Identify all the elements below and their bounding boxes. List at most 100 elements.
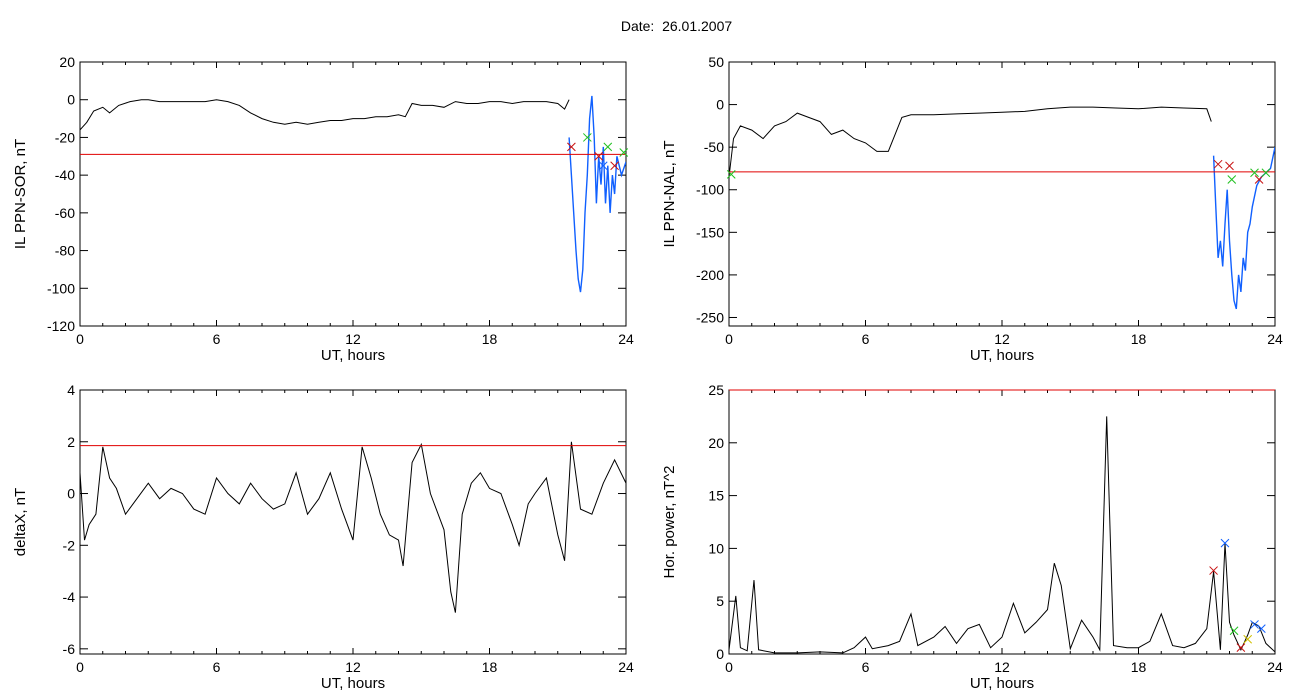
x-tick-label: 24 <box>618 659 634 675</box>
x-tick-label: 0 <box>76 659 84 675</box>
x-tick-label: 12 <box>994 331 1010 347</box>
y-axis-title: deltaX, nT <box>12 488 29 556</box>
page-title: Date: 26.01.2007 <box>620 18 733 34</box>
marker-stroke <box>598 161 608 171</box>
x-tick-label: 12 <box>345 331 361 347</box>
y-axis-title: Hor. power, nT^2 <box>661 466 678 579</box>
y-tick-label: 5 <box>716 593 724 609</box>
x-tick-label: 12 <box>345 659 361 675</box>
chart-panel-4: 0 6 12 18 24 0 5 10 15 20 25 UT, hours Hor. power, n… <box>661 382 1283 692</box>
marker-stroke <box>567 142 576 152</box>
marker-stroke <box>1243 634 1253 644</box>
y-tick-label: -60 <box>55 205 75 221</box>
series-line <box>80 99 570 131</box>
y-tick-label: -150 <box>696 224 724 240</box>
x-tick-label: 6 <box>862 659 870 675</box>
event-marker <box>603 142 613 152</box>
y-tick-label: -80 <box>55 243 75 259</box>
event-marker <box>598 161 608 171</box>
chart-panel-2: 0 6 12 18 24 -250 -200 -150 -100 -50 0 50 UT, hours I… <box>661 54 1283 364</box>
event-marker <box>726 170 736 179</box>
y-tick-label: -200 <box>696 267 724 283</box>
y-tick-label: 0 <box>67 486 75 502</box>
y-tick-label: 0 <box>67 92 75 108</box>
y-tick-label: -6 <box>63 641 76 657</box>
marker-stroke <box>1220 538 1230 548</box>
plot-frame <box>728 61 1276 327</box>
y-tick-label: -250 <box>696 309 724 325</box>
event-marker <box>1229 626 1239 636</box>
x-tick-label: 24 <box>1267 331 1283 347</box>
marker-stroke <box>610 161 619 171</box>
marker-stroke <box>603 142 613 152</box>
y-tick-label: -40 <box>55 167 75 183</box>
y-tick-label: -4 <box>63 589 76 605</box>
y-tick-label: 20 <box>708 435 724 451</box>
y-tick-label: -2 <box>63 537 76 553</box>
event-marker <box>610 161 619 171</box>
event-marker <box>582 133 592 142</box>
event-marker <box>1225 161 1234 171</box>
x-axis-title: UT, hours <box>321 347 385 364</box>
x-tick-label: 0 <box>725 659 733 675</box>
event-marker <box>1209 566 1218 575</box>
marker-stroke <box>1227 175 1237 184</box>
x-axis-title: UT, hours <box>970 347 1034 364</box>
marker-stroke <box>1261 168 1271 178</box>
event-marker <box>1236 643 1246 653</box>
x-tick-label: 24 <box>1267 659 1283 675</box>
x-tick-label: 24 <box>618 331 634 347</box>
x-tick-label: 0 <box>76 331 84 347</box>
series-line <box>729 416 1275 654</box>
y-tick-label: -100 <box>47 280 75 296</box>
plot-frame <box>728 389 1276 655</box>
marker-stroke <box>1254 175 1264 184</box>
event-marker <box>1250 620 1259 629</box>
y-axis-title: IL PPN-NAL, nT <box>661 141 678 248</box>
marker-stroke <box>582 133 592 142</box>
y-tick-label: 0 <box>716 97 724 113</box>
plot-frame <box>79 389 627 655</box>
marker-stroke <box>1229 626 1239 636</box>
event-marker <box>1243 634 1253 644</box>
event-marker <box>1254 175 1264 184</box>
marker-stroke <box>726 170 736 179</box>
event-marker <box>1220 538 1230 548</box>
x-tick-label: 18 <box>482 331 498 347</box>
y-tick-label: -20 <box>55 129 75 145</box>
y-tick-label: 50 <box>708 54 724 70</box>
x-axis-title: UT, hours <box>970 675 1034 692</box>
marker-stroke <box>1225 161 1234 171</box>
y-tick-label: 4 <box>67 382 75 398</box>
y-tick-label: 20 <box>59 54 75 70</box>
x-tick-label: 18 <box>1131 331 1147 347</box>
marker-stroke <box>594 151 604 161</box>
event-marker <box>567 142 576 152</box>
x-tick-label: 6 <box>862 331 870 347</box>
marker-stroke <box>1209 566 1218 575</box>
y-tick-label: -50 <box>704 139 724 155</box>
marker-stroke <box>1213 159 1223 169</box>
x-tick-label: 6 <box>213 331 221 347</box>
marker-stroke <box>619 148 629 157</box>
y-tick-label: 15 <box>708 488 724 504</box>
x-tick-label: 18 <box>482 659 498 675</box>
x-axis-title: UT, hours <box>321 675 385 692</box>
event-marker <box>594 151 604 161</box>
y-tick-label: -100 <box>696 182 724 198</box>
y-tick-label: 0 <box>716 646 724 662</box>
x-tick-label: 18 <box>1131 659 1147 675</box>
marker-stroke <box>1250 620 1259 629</box>
event-marker <box>619 148 629 157</box>
x-tick-label: 12 <box>994 659 1010 675</box>
event-marker <box>1261 168 1271 178</box>
marker-stroke <box>1236 643 1246 653</box>
event-marker <box>1250 168 1259 178</box>
y-tick-label: 2 <box>67 434 75 450</box>
series-line <box>729 106 1212 178</box>
marker-stroke <box>1250 168 1259 178</box>
series-line <box>80 441 626 613</box>
event-marker <box>1256 624 1266 634</box>
